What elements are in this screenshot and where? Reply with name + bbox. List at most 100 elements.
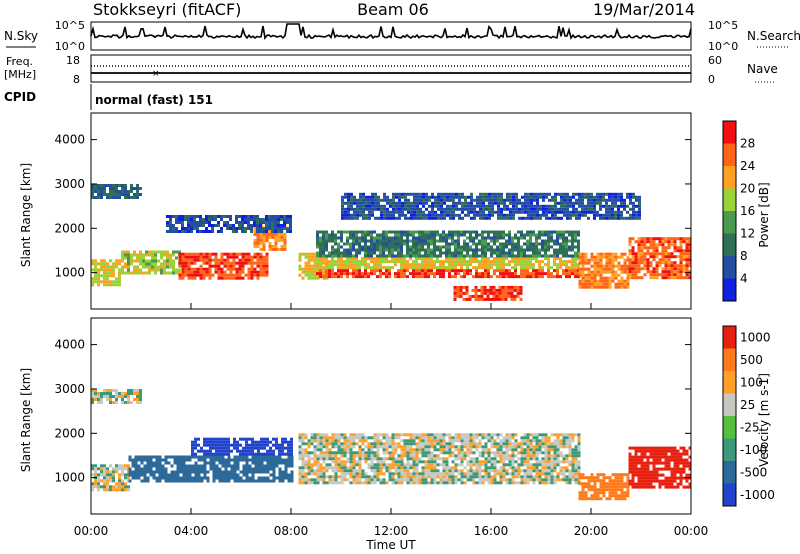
power-cell: [445, 233, 448, 237]
power-cell: [593, 195, 596, 199]
velocity-cell: [230, 449, 233, 453]
power-cell: [274, 241, 278, 245]
power-cell: [346, 272, 349, 276]
power-cell: [395, 204, 398, 208]
power-cell: [632, 201, 635, 205]
velocity-cell: [364, 457, 368, 461]
velocity-cell: [394, 445, 398, 449]
velocity-cell: [376, 436, 380, 440]
power-cell: [109, 187, 112, 190]
velocity-cell: [352, 481, 356, 485]
power-cell: [611, 255, 615, 259]
power-cell: [470, 210, 473, 214]
power-cell: [205, 252, 209, 256]
velocity-cell: [334, 460, 338, 464]
power-cell: [617, 282, 621, 286]
power-cell: [365, 207, 368, 211]
velocity-cell: [349, 472, 353, 476]
power-cell: [337, 242, 340, 246]
power-cell: [469, 254, 472, 258]
power-cell: [466, 245, 469, 249]
power-cell: [485, 213, 488, 217]
power-cell: [602, 285, 606, 289]
power-cell: [289, 227, 292, 230]
power-cell: [328, 233, 331, 237]
velocity-cell: [490, 433, 494, 437]
power-cell: [422, 204, 425, 208]
power-cell: [350, 216, 353, 220]
velocity-cell: [118, 464, 121, 468]
velocity-cell: [245, 479, 249, 483]
power-cell: [556, 254, 559, 258]
velocity-cell: [245, 455, 249, 459]
velocity-cell: [115, 482, 118, 486]
velocity-cell: [439, 457, 443, 461]
power-cell: [473, 207, 476, 211]
velocity-cell: [415, 463, 419, 467]
power-cell: [617, 192, 620, 196]
power-cell: [556, 263, 559, 267]
power-cell: [556, 230, 559, 234]
power-cell: [520, 260, 523, 264]
power-cell: [475, 236, 478, 240]
velocity-cell: [466, 460, 470, 464]
power-cell: [523, 275, 526, 279]
power-cell: [356, 207, 359, 211]
power-cell: [410, 201, 413, 205]
power-cell: [400, 269, 403, 273]
velocity-cell: [130, 401, 133, 404]
power-cell: [553, 239, 556, 243]
velocity-cell: [233, 473, 237, 477]
power-cell: [403, 269, 406, 273]
power-cell: [513, 297, 517, 301]
power-cell: [415, 245, 418, 249]
velocity-cell: [245, 473, 249, 477]
velocity-cell: [97, 401, 100, 404]
velocity-cell: [430, 460, 434, 464]
power-cell: [409, 233, 412, 237]
power-cell: [439, 251, 442, 255]
power-cell: [634, 276, 638, 280]
velocity-cell: [487, 475, 491, 479]
power-cell: [539, 195, 542, 199]
power-cell: [685, 246, 689, 250]
velocity-cell: [337, 433, 341, 437]
velocity-cell: [388, 454, 392, 458]
power-cell: [535, 245, 538, 249]
power-cell: [685, 261, 689, 265]
power-cell: [638, 195, 641, 199]
velocity-cell: [106, 482, 109, 486]
power-cell: [271, 227, 274, 230]
power-cell: [340, 263, 343, 267]
power-cell: [139, 193, 142, 196]
power-cell: [364, 251, 367, 255]
power-cell: [391, 245, 394, 249]
power-cell: [91, 196, 94, 199]
velocity-cell: [487, 436, 491, 440]
power-cell: [566, 195, 569, 199]
power-cell: [127, 265, 130, 269]
power-cell: [422, 201, 425, 205]
velocity-cell: [355, 472, 359, 476]
velocity-cell: [427, 475, 431, 479]
power-cell: [547, 269, 550, 273]
power-cell: [418, 269, 421, 273]
power-cell: [637, 243, 641, 247]
velocity-cell: [128, 467, 132, 471]
velocity-cell: [442, 457, 446, 461]
velocity-cell: [298, 448, 302, 452]
velocity-cell: [149, 467, 153, 471]
power-cell: [253, 224, 256, 227]
power-cell: [571, 254, 574, 258]
velocity-cell: [149, 455, 153, 459]
velocity-cell: [328, 475, 332, 479]
power-cell: [596, 195, 599, 199]
power-cell: [367, 248, 370, 252]
velocity-cell: [433, 448, 437, 452]
velocity-cell: [313, 454, 317, 458]
power-cell: [413, 204, 416, 208]
velocity-cell: [236, 473, 240, 477]
power-cell: [524, 192, 527, 196]
velocity-cell: [430, 454, 434, 458]
power-cell: [196, 224, 199, 227]
